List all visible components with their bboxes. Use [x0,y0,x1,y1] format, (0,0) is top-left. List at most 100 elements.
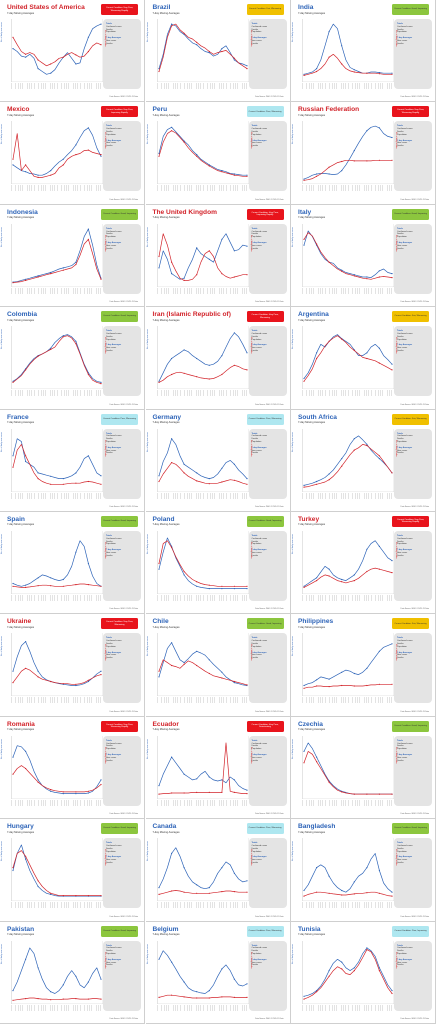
info-heading: 7-day Averages [397,549,413,552]
info-row: Deaths [251,964,259,967]
info-row: Deaths [106,950,113,953]
line-plot [11,223,103,287]
info-box: Totals Confirmed cases Deaths Population 7-d… [394,633,432,704]
info-box: Totals Confirmed cases Deaths Population 7-d… [103,19,141,89]
deaths-point [25,997,27,999]
condition-badge: Current Condition: Very Poor, Worsening [101,618,138,630]
info-row: Confirmed cases [251,537,268,540]
deaths-point [195,665,197,667]
info-box: Totals Confirmed cases Deaths Population 7-d… [248,121,287,192]
info-row: Deaths [397,42,404,45]
info-row: New cases [106,244,117,247]
info-row: Deaths [106,452,113,455]
data-source-note: Data Source: WHO COVID-19 Data [255,710,284,713]
x-axis-ticks [156,287,249,294]
info-row: Population [106,31,116,34]
country-title: Russian Federation [298,106,360,114]
deaths-point [328,686,330,688]
deaths-point [316,579,318,582]
chart-subtitle: 7-day Moving Averages [7,421,35,425]
deaths-point [220,480,222,483]
info-row: Population [251,338,262,341]
deaths-point [378,362,380,364]
deaths-point [157,670,160,673]
cases-point [328,31,330,33]
deaths-point [245,68,248,70]
chart-panel: Romania 7-day Moving Averages Current Cond… [0,716,145,820]
cases-point [25,460,27,462]
deaths-point [37,585,39,587]
deaths-point [328,166,330,169]
cases-point [378,545,380,547]
chart-subtitle: 7-day Moving Averages [298,318,326,322]
y-axis-left-label: No. of daily new cases [1,738,3,759]
cases-point [303,585,305,587]
info-box: Totals Confirmed cases Deaths Population 7-d… [394,530,432,601]
chart-panel: South Africa 7-day Moving Averages Current… [291,409,436,512]
data-source-note: Data Source: WHO COVID-19 Data [255,198,284,201]
deaths-point [183,570,185,573]
info-heading: Totals [106,739,112,742]
deaths-point [316,483,318,485]
deaths-series-line [158,233,247,281]
cases-point [75,261,77,263]
chart-panel: Spain 7-day Moving Averages Current Condit… [0,511,145,615]
info-row: Population [397,952,407,955]
info-row: Deaths [397,847,404,850]
cases-series-line [303,947,393,997]
condition-badge: Current Condition: Good, Improving [101,311,138,323]
cases-point [75,551,77,553]
info-heading: Totals [251,227,258,230]
chart-subtitle: 7-day Moving Averages [7,933,35,937]
y-axis-right-label: No. of daily deaths [249,30,252,47]
y-axis-right-label: No. of daily deaths [249,337,252,354]
info-row: New cases [251,449,262,452]
cases-point [62,158,64,161]
deaths-point [316,891,318,893]
chart-panel: France 7-day Moving Averages Current Condi… [0,409,145,512]
condition-badge: Current Condition: Good, Improving [392,208,429,220]
deaths-point [366,160,368,162]
deaths-point [233,174,235,177]
info-heading: 7-day Averages [397,651,413,654]
info-heading: Totals [251,944,258,947]
info-row: New cases [397,859,408,862]
cases-point [303,890,305,892]
info-box: Totals Confirmed cases Deaths Population 7-d… [248,19,287,89]
info-heading: 7-day Averages [106,856,122,859]
deaths-point [50,585,52,587]
country-title: Germany [152,413,182,421]
info-row: Population [251,952,262,955]
x-axis-ticks [156,1004,249,1011]
cases-point [366,130,368,132]
info-row: Deaths [397,438,404,441]
condition-badge: Current Condition: Good, Improving [392,720,429,732]
line-plot [156,223,249,287]
data-source-note: Data Source: WHO COVID-19 Data [109,403,138,406]
info-heading: Totals [106,227,112,230]
deaths-series-line [303,53,392,76]
deaths-point [353,350,355,352]
data-source-note: Data Source: WHO COVID-19 Data [255,505,284,508]
deaths-point [87,998,89,1000]
cases-point [87,36,89,38]
data-source-note: Data Source: WHO COVID-19 Data [255,608,284,611]
line-plot [156,19,249,82]
cases-point [12,48,14,50]
info-row: Confirmed cases [106,230,122,233]
plot-axes [302,223,394,287]
info-row: New cases [397,756,408,759]
deaths-point [25,164,27,166]
deaths-point [170,792,172,794]
chart-subtitle: 7-day Moving Averages [152,625,180,629]
chart-subtitle: 7-day Moving Averages [152,421,180,425]
info-row: Population [251,440,262,443]
info-heading: 7-day Averages [397,139,413,142]
cases-point [316,577,318,579]
deaths-point [303,74,305,76]
deaths-series-line [12,997,102,1001]
deaths-point [170,261,172,263]
deaths-series-line [12,133,102,179]
info-heading: Totals [251,125,258,128]
deaths-point [391,793,393,795]
